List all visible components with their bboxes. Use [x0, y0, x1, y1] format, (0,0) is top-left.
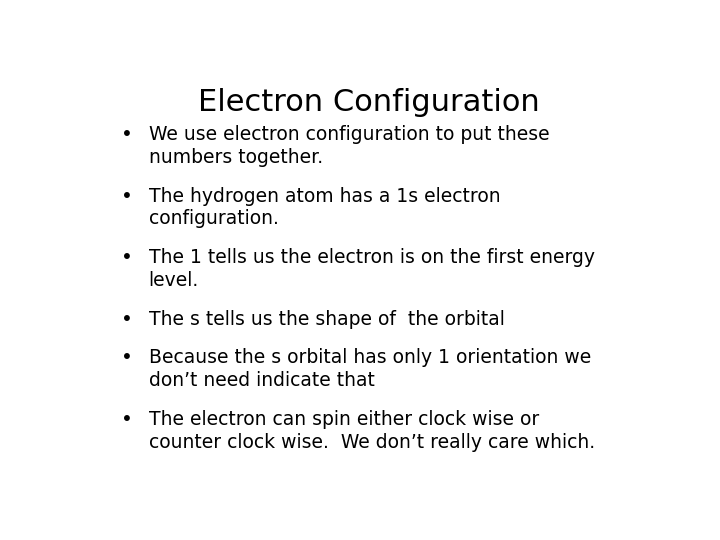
Text: The s tells us the shape of  the orbital: The s tells us the shape of the orbital [148, 310, 505, 329]
Text: •: • [121, 187, 132, 206]
Text: The 1 tells us the electron is on the first energy
level.: The 1 tells us the electron is on the fi… [148, 248, 595, 290]
Text: •: • [121, 410, 132, 429]
Text: •: • [121, 310, 132, 329]
Text: The hydrogen atom has a 1s electron
configuration.: The hydrogen atom has a 1s electron conf… [148, 187, 500, 228]
Text: •: • [121, 248, 132, 267]
Text: •: • [121, 348, 132, 367]
Text: The electron can spin either clock wise or
counter clock wise.  We don’t really : The electron can spin either clock wise … [148, 410, 595, 451]
Text: We use electron configuration to put these
numbers together.: We use electron configuration to put the… [148, 125, 549, 167]
Text: •: • [121, 125, 132, 144]
Text: Because the s orbital has only 1 orientation we
don’t need indicate that: Because the s orbital has only 1 orienta… [148, 348, 591, 390]
Text: Electron Configuration: Electron Configuration [198, 87, 540, 117]
